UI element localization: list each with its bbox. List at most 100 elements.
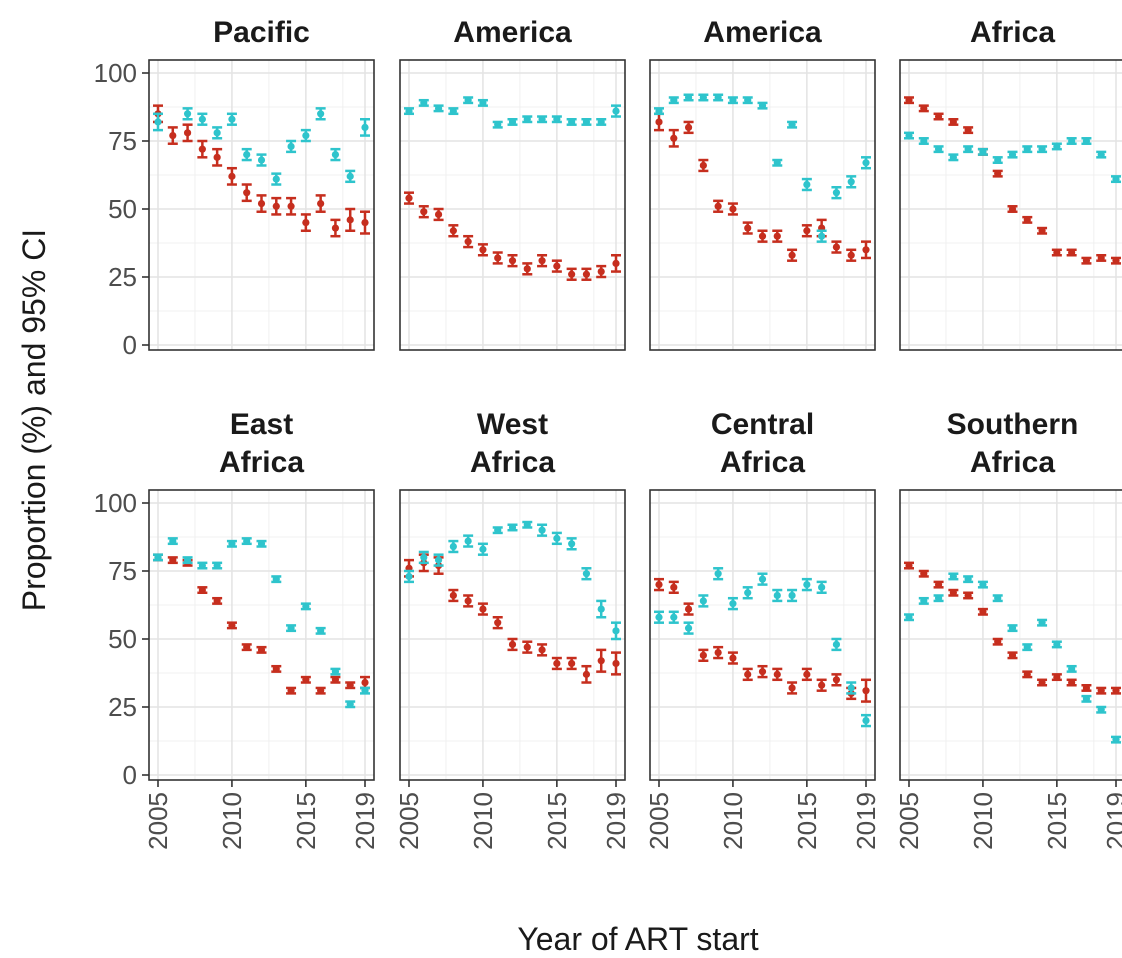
- data-point: [949, 153, 957, 161]
- data-point: [832, 676, 841, 684]
- data-point: [538, 646, 546, 654]
- y-tick-label: 50: [108, 194, 137, 224]
- data-point: [331, 151, 340, 159]
- series-cyan: [404, 520, 621, 641]
- facet-title-line: Africa: [720, 446, 805, 479]
- panel-border: [148, 489, 375, 781]
- data-point: [553, 262, 561, 270]
- data-point: [272, 665, 280, 673]
- data-point: [243, 189, 251, 197]
- data-point: [479, 605, 487, 613]
- data-point: [803, 581, 811, 589]
- data-point: [788, 251, 796, 259]
- data-point: [949, 589, 957, 597]
- data-point: [729, 654, 737, 662]
- data-point: [538, 257, 546, 265]
- data-point: [920, 597, 928, 605]
- x-tick-label: 2015: [542, 792, 572, 850]
- data-point: [1112, 257, 1120, 265]
- data-point: [1023, 216, 1031, 224]
- data-point: [464, 597, 472, 605]
- data-point: [905, 96, 913, 104]
- data-point: [1097, 151, 1105, 159]
- data-point: [758, 102, 767, 110]
- panel-border: [649, 59, 876, 351]
- data-point: [287, 624, 295, 632]
- data-point: [553, 534, 561, 542]
- data-point: [582, 118, 591, 126]
- x-tick-label: 2010: [718, 792, 748, 850]
- data-point: [213, 153, 221, 161]
- data-point: [1097, 254, 1105, 262]
- data-point: [538, 115, 546, 123]
- y-tick-label: 75: [108, 556, 137, 586]
- data-point: [331, 668, 340, 676]
- data-point: [744, 224, 752, 232]
- data-point: [1112, 687, 1120, 695]
- data-point: [213, 561, 221, 570]
- data-point: [832, 640, 841, 649]
- data-point: [213, 129, 221, 137]
- data-point: [994, 156, 1002, 164]
- facet-panel: West Africa 2005 2010 2015 2019: [394, 408, 631, 850]
- data-point: [979, 608, 987, 616]
- data-point: [788, 591, 796, 600]
- data-point: [508, 523, 517, 532]
- data-point: [494, 121, 502, 129]
- y-axis-title: Proportion (%) and 95% CI: [16, 229, 52, 611]
- data-point: [964, 591, 972, 600]
- data-point: [464, 537, 472, 545]
- data-point: [361, 678, 369, 687]
- data-point: [449, 542, 457, 551]
- data-point: [788, 121, 796, 129]
- data-point: [1097, 687, 1105, 695]
- series-red: [904, 561, 1121, 695]
- data-point: [272, 575, 280, 583]
- x-tick-label: 2019: [1101, 792, 1122, 850]
- data-point: [420, 208, 428, 216]
- data-point: [582, 570, 591, 578]
- data-point: [302, 676, 310, 684]
- data-point: [257, 540, 266, 548]
- data-point: [169, 537, 177, 545]
- data-point: [1112, 736, 1120, 744]
- data-point: [699, 161, 707, 170]
- data-point: [684, 605, 693, 613]
- data-point: [670, 96, 678, 104]
- data-point: [612, 259, 620, 267]
- data-point: [1053, 142, 1061, 151]
- facet-title: Pacific: [213, 16, 310, 49]
- data-point: [257, 646, 266, 654]
- data-point: [803, 670, 811, 678]
- series-red: [654, 577, 871, 703]
- panel-border: [148, 59, 375, 351]
- data-point: [1053, 673, 1061, 681]
- data-point: [302, 602, 310, 610]
- data-point: [523, 115, 531, 123]
- data-point: [1023, 670, 1031, 678]
- data-point: [905, 613, 913, 621]
- data-point: [1082, 684, 1091, 692]
- data-point: [818, 681, 826, 689]
- data-point: [287, 687, 295, 695]
- data-point: [553, 659, 561, 668]
- data-point: [597, 267, 605, 276]
- data-point: [905, 561, 913, 570]
- data-point: [655, 107, 663, 115]
- data-point: [847, 178, 855, 186]
- data-point: [934, 581, 943, 589]
- data-point: [494, 619, 502, 627]
- facet-title-line: Africa: [970, 446, 1055, 479]
- data-point: [934, 145, 943, 153]
- data-point: [773, 232, 781, 240]
- data-point: [729, 205, 737, 213]
- data-point: [538, 526, 546, 534]
- facet-title: Southern Africa: [947, 408, 1079, 479]
- data-point: [612, 107, 620, 115]
- facet-title: West Africa: [470, 408, 555, 479]
- data-point: [405, 194, 413, 202]
- data-point: [272, 175, 280, 183]
- data-point: [1038, 678, 1046, 687]
- panel-background: [400, 60, 625, 350]
